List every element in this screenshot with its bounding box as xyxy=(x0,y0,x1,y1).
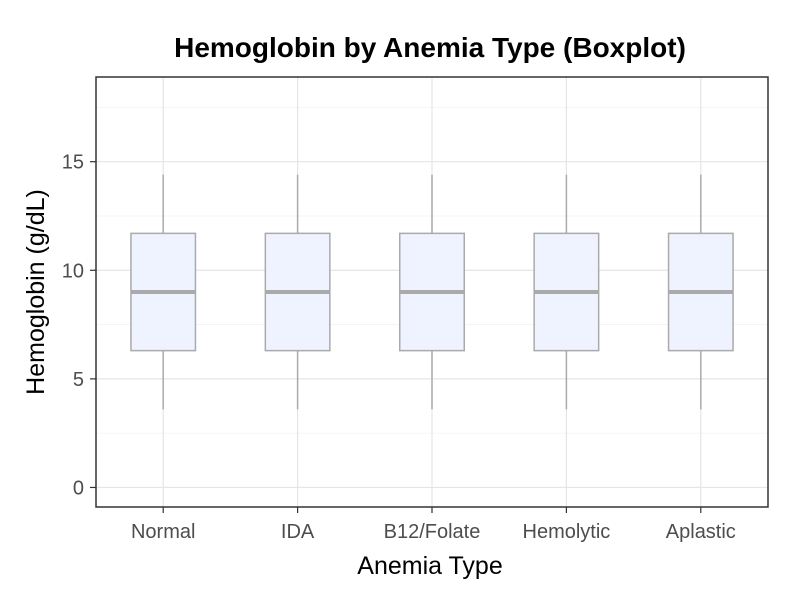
box-1 xyxy=(264,174,331,410)
axis-ticks: 0 5 10 15 Normal IDA B12/Folate Hemolytic Aplast… xyxy=(62,152,736,543)
boxes xyxy=(130,174,734,410)
x-tick-label: Hemolytic xyxy=(523,521,611,543)
x-tick-label: Normal xyxy=(131,521,195,543)
box-2 xyxy=(398,174,466,410)
y-tick-label: 10 xyxy=(62,260,84,282)
x-tick-label: B12/Folate xyxy=(384,521,481,543)
box-0 xyxy=(130,174,197,410)
y-tick-label: 15 xyxy=(62,152,84,174)
box-4 xyxy=(667,174,734,410)
y-tick-label: 0 xyxy=(73,477,84,499)
y-tick-label: 5 xyxy=(73,369,84,391)
chart-title: Hemoglobin by Anemia Type (Boxplot) xyxy=(174,32,686,63)
x-tick-label: IDA xyxy=(281,521,315,543)
x-axis-title: Anemia Type xyxy=(357,552,502,580)
box-3 xyxy=(533,174,600,410)
y-axis-title: Hemoglobin (g/dL) xyxy=(22,189,50,395)
x-tick-label: Aplastic xyxy=(666,521,736,543)
